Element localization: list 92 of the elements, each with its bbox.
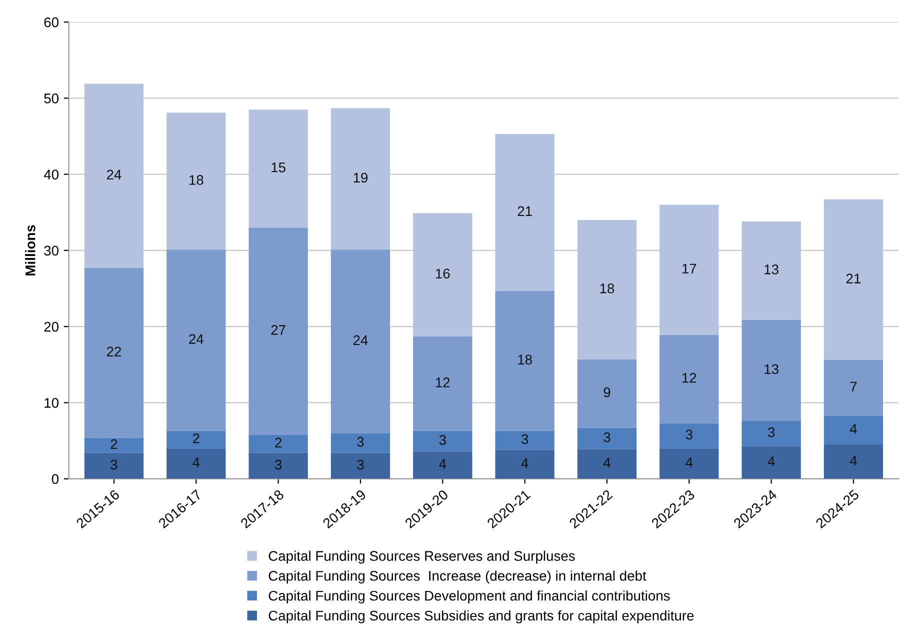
data-label: 7: [850, 382, 857, 392]
data-label: 16: [436, 268, 450, 279]
data-label: 4: [603, 458, 610, 468]
data-label: 3: [357, 460, 364, 470]
data-label: 24: [353, 335, 368, 345]
bar: [824, 444, 884, 479]
data-label: 18: [600, 284, 614, 294]
data-label: 19: [354, 172, 368, 183]
data-label: 3: [686, 430, 692, 440]
data-label: 4: [192, 458, 200, 468]
bar: [495, 134, 554, 291]
bar: [330, 250, 390, 434]
bar: [577, 359, 637, 428]
data-label: 4: [850, 456, 857, 466]
data-label: 3: [357, 436, 364, 447]
data-label: 3: [439, 435, 446, 445]
bar: [330, 433, 390, 453]
bar: [742, 420, 801, 446]
data-label: 3: [768, 427, 775, 438]
bar: [577, 428, 637, 450]
bar: [248, 110, 308, 228]
data-label: 21: [846, 274, 861, 284]
data-label: 4: [439, 459, 446, 469]
bar: [413, 213, 472, 336]
bar: [660, 334, 719, 424]
bar: [248, 228, 308, 435]
bar: [330, 108, 390, 250]
data-label: 13: [764, 364, 778, 374]
data-label: 24: [189, 334, 204, 344]
bar: [824, 199, 884, 360]
data-label: 3: [110, 460, 118, 470]
bar: [84, 268, 144, 438]
bar: [84, 438, 144, 453]
bar: [166, 448, 226, 479]
data-label: 4: [768, 456, 775, 466]
data-label: 13: [764, 264, 778, 274]
bar: [413, 430, 472, 452]
bar: [660, 204, 719, 335]
data-label: 4: [686, 458, 693, 468]
bar: [660, 448, 719, 479]
bar: [166, 430, 226, 448]
y-axis-title: Millions: [25, 225, 36, 276]
data-label: 21: [518, 206, 532, 216]
data-label: 9: [604, 387, 610, 398]
data-label: 12: [682, 372, 696, 383]
data-label: 18: [189, 175, 204, 185]
data-label: 3: [521, 434, 528, 444]
y-tick-label: 10: [44, 398, 59, 408]
bar: [742, 320, 801, 421]
data-label: 18: [518, 354, 532, 365]
data-label: 2: [192, 433, 200, 444]
data-label: 2: [110, 439, 118, 449]
data-label: 3: [604, 432, 610, 442]
bar: [330, 452, 390, 479]
bar: [742, 446, 801, 479]
bar: [166, 112, 226, 250]
bar: [413, 451, 472, 479]
y-tick-label: 50: [44, 94, 59, 104]
data-label: 2: [275, 438, 282, 448]
bar: [413, 336, 472, 431]
data-label: 12: [436, 378, 450, 388]
bar: [577, 220, 637, 360]
data-label: 3: [274, 460, 282, 470]
bar: [166, 250, 226, 431]
data-label: 4: [521, 458, 528, 468]
data-label: 4: [850, 424, 857, 434]
bar: [742, 221, 801, 320]
data-label: 22: [106, 346, 121, 356]
data-label: 27: [271, 325, 286, 335]
bar: [248, 452, 308, 479]
legend-label: Capital Funding Sources Development and financial contributions: [268, 590, 670, 604]
y-tick-label: 30: [44, 246, 59, 256]
bar: [495, 450, 554, 479]
legend-label: Capital Funding Sources Increase (decrease) in internal debt: [268, 570, 646, 584]
data-label: 17: [682, 264, 696, 274]
bar: [84, 452, 144, 479]
bar: [824, 360, 884, 416]
data-label: 15: [272, 162, 286, 172]
y-tick-label: 40: [44, 170, 59, 180]
legend-label: Capital Funding Sources Reserves and Surpluses: [268, 550, 575, 564]
bar: [84, 84, 144, 268]
bar: [248, 434, 308, 453]
y-tick-label: 0: [52, 474, 59, 484]
bar: [824, 416, 884, 445]
y-tick-label: 60: [44, 17, 59, 28]
bar: [577, 449, 637, 479]
bar: [660, 423, 719, 448]
data-label: 24: [106, 170, 122, 180]
legend-label: Capital Funding Sources Subsidies and grants for capital expenditure: [268, 610, 694, 624]
bar: [495, 290, 554, 431]
y-tick-label: 20: [44, 322, 59, 332]
bar: [495, 430, 554, 450]
